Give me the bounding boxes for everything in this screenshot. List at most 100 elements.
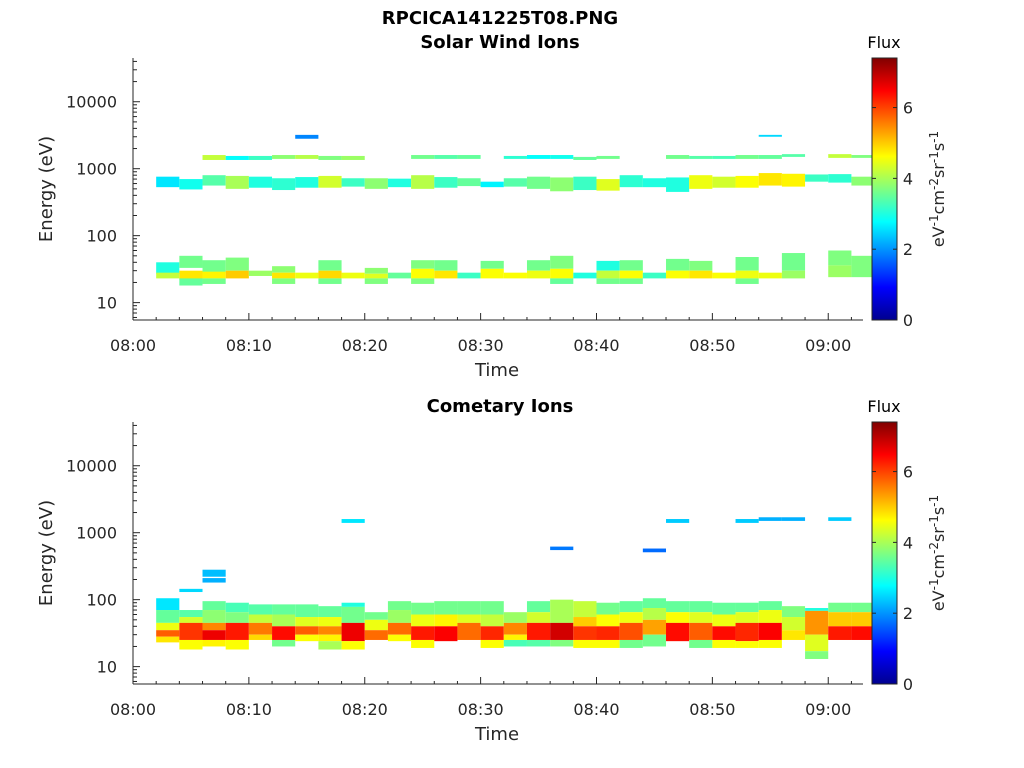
heatmap-cell (318, 175, 342, 188)
heatmap-cell (272, 604, 296, 615)
heatmap-cell (248, 176, 273, 188)
heatmap-cell (411, 175, 435, 189)
heatmap-cell (666, 601, 690, 613)
heatmap-cell (480, 268, 504, 279)
heatmap-cell (434, 626, 458, 642)
heatmap-cell (781, 517, 806, 521)
heatmap-cell (573, 626, 597, 640)
heatmap-cell (573, 176, 597, 191)
heatmap-cell (503, 178, 527, 187)
heatmap-cell (781, 270, 806, 279)
heatmap-cell (364, 178, 388, 189)
heatmap-cell (550, 255, 574, 269)
heatmap-cell (828, 517, 852, 521)
heatmap-cell (364, 630, 388, 640)
heatmap-cell (318, 641, 342, 650)
heatmap-cell (619, 622, 643, 640)
y-tick-label: 1000 (76, 524, 117, 543)
heatmap-cell (758, 155, 782, 159)
heatmap-cell (781, 617, 806, 631)
heatmap-cell (503, 272, 527, 279)
x-tick-label: 08:20 (342, 700, 388, 719)
colorbar-gradient (871, 57, 898, 321)
y-tick-label: 10 (97, 294, 117, 313)
heatmap-cell (411, 268, 435, 279)
heatmap-cell (781, 253, 806, 271)
heatmap-cell (503, 622, 527, 635)
heatmap-cell (851, 155, 875, 158)
heatmap-cell (457, 272, 481, 279)
heatmap-cell (712, 602, 736, 615)
heatmap-cell (225, 257, 249, 271)
y-tick-label: 10000 (66, 457, 117, 476)
heatmap-cell (364, 273, 388, 279)
heatmap-cell (341, 606, 365, 623)
heatmap-cell (503, 612, 527, 623)
heatmap-cell (596, 626, 620, 640)
heatmap-cell (434, 155, 458, 159)
y-tick-label: 100 (86, 227, 117, 246)
heatmap-cell (712, 626, 736, 640)
heatmap-cell (341, 622, 365, 642)
heatmap-cell (550, 639, 574, 647)
heatmap-cell (457, 601, 481, 615)
heatmap-cell (225, 175, 249, 189)
heatmap-cell (248, 614, 273, 623)
heatmap-cell (689, 612, 713, 623)
heatmap-cell (341, 155, 365, 160)
heatmap-cells (156, 134, 875, 286)
y-tick-label: 10 (97, 658, 117, 677)
heatmap-cell (666, 519, 690, 523)
heatmap-cell (341, 519, 365, 523)
heatmap-cell (642, 608, 667, 620)
panel-title: Solar Wind Ions (420, 32, 579, 53)
heatmap-cell (341, 272, 365, 279)
heatmap-cell (202, 639, 226, 647)
heatmap-cell (828, 174, 852, 183)
heatmap-cell (434, 614, 458, 627)
heatmap-cell (526, 176, 551, 189)
heatmap-cell (596, 155, 620, 159)
heatmap-cell (828, 265, 852, 278)
heatmap-cell (318, 634, 342, 642)
heatmap-cell (387, 601, 412, 611)
heatmap-cell (318, 155, 342, 160)
heatmap-cell (828, 250, 852, 266)
heatmap-cell (781, 606, 806, 618)
y-axis-label: Energy (eV) (36, 136, 57, 242)
heatmap-cell (851, 602, 875, 613)
heatmap-cell (248, 634, 273, 640)
heatmap-cell (712, 614, 736, 627)
heatmap-cell (364, 612, 388, 620)
heatmap-cell (179, 639, 203, 650)
heatmap-cell (805, 610, 829, 635)
heatmap-cell (526, 601, 551, 613)
heatmap-cell (758, 272, 782, 279)
heatmap-cell (550, 155, 574, 159)
heatmap-cell (642, 548, 667, 553)
x-tick-label: 09:00 (805, 700, 851, 719)
heatmap-cell (225, 612, 249, 623)
heatmap-cell (596, 602, 620, 615)
heatmap-cell (248, 604, 273, 615)
heatmap-cell (156, 622, 180, 631)
heatmap-cell (156, 610, 180, 623)
heatmap-cell (712, 272, 736, 279)
heatmap-cell (851, 176, 875, 186)
heatmap-cell (225, 270, 249, 279)
heatmap-cell (434, 270, 458, 279)
heatmap-cell (596, 278, 620, 284)
heatmap-cell (619, 278, 643, 284)
heatmap-cell (550, 622, 574, 640)
heatmap-cell (526, 260, 551, 271)
heatmap-cell (411, 626, 435, 640)
heatmap-cell (480, 181, 504, 188)
heatmap-cell (781, 630, 806, 640)
heatmap-cell (202, 271, 226, 279)
x-tick-label: 08:20 (342, 336, 388, 355)
heatmap-cell (202, 155, 226, 160)
heatmap-cell (318, 606, 342, 618)
heatmap-cell (364, 619, 388, 631)
x-tick-label: 09:00 (805, 336, 851, 355)
heatmap-cell (457, 622, 481, 640)
